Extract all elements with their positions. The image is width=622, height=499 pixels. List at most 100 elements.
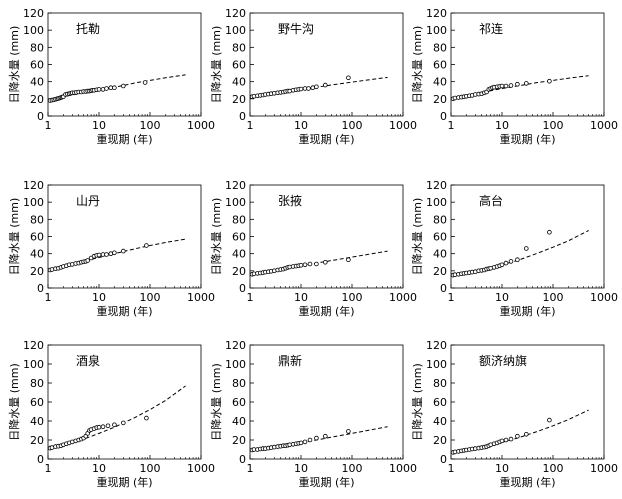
data-point (302, 262, 308, 268)
x-tick-label: 1000 (389, 462, 417, 475)
data-point (104, 252, 109, 257)
data-point (144, 415, 149, 421)
y-tick-label: 0 (239, 110, 246, 123)
y-tick-label: 60 (30, 231, 44, 244)
y-axis-title: 日降水量 (mm) (410, 363, 424, 441)
x-tick-label: 100 (140, 462, 161, 475)
x-tick-label: 1 (45, 119, 52, 132)
y-tick-label: 0 (37, 453, 44, 466)
y-tick-label: 100 (426, 196, 447, 209)
x-axis-title: 重现期 (年) (298, 132, 354, 146)
y-tick-label: 80 (232, 41, 246, 54)
y-tick-label: 100 (225, 24, 246, 37)
y-axis-title: 日降水量 (mm) (7, 26, 21, 104)
y-tick-label: 0 (239, 453, 246, 466)
x-tick-label: 10 (294, 291, 308, 304)
y-tick-label: 20 (433, 434, 447, 447)
data-point (96, 87, 102, 92)
y-tick-label: 100 (23, 358, 44, 371)
panel-title: 鼎新 (278, 353, 302, 368)
data-point (499, 262, 505, 268)
y-tick-label: 120 (225, 7, 246, 20)
y-tick-label: 20 (433, 265, 447, 278)
data-point (314, 435, 319, 441)
x-tick-label: 100 (342, 119, 363, 132)
y-axis-title: 日降水量 (mm) (7, 363, 21, 441)
y-tick-label: 40 (30, 248, 44, 261)
y-tick-label: 40 (30, 76, 44, 89)
y-axis-title: 日降水量 (mm) (410, 26, 424, 104)
data-point (499, 438, 505, 444)
data-point (298, 262, 304, 268)
x-tick-label: 1 (45, 462, 52, 475)
data-point (104, 86, 109, 91)
y-tick-label: 120 (426, 339, 447, 352)
data-point (322, 259, 328, 265)
y-tick-label: 80 (232, 213, 246, 226)
x-tick-label: 1000 (389, 119, 417, 132)
x-tick-label: 10 (92, 119, 106, 132)
y-tick-label: 20 (30, 434, 44, 447)
data-point (121, 420, 126, 426)
y-tick-label: 60 (30, 59, 44, 72)
y-tick-label: 80 (30, 377, 44, 390)
data-point (508, 436, 514, 442)
x-axis-title: 重现期 (年) (96, 304, 152, 318)
x-tick-label: 1 (247, 291, 254, 304)
y-tick-label: 40 (30, 415, 44, 428)
data-point (346, 75, 351, 81)
data-point (515, 433, 520, 439)
data-point (499, 83, 505, 89)
x-tick-label: 10 (92, 462, 106, 475)
data-point (144, 243, 149, 248)
y-tick-label: 0 (440, 282, 447, 295)
data-point (515, 81, 520, 87)
x-tick-label: 10 (294, 119, 308, 132)
x-tick-label: 1000 (187, 119, 215, 132)
y-tick-label: 100 (225, 196, 246, 209)
y-tick-label: 100 (23, 196, 44, 209)
y-tick-label: 40 (433, 248, 447, 261)
data-point (508, 83, 514, 88)
data-point (523, 431, 529, 437)
y-tick-label: 120 (426, 179, 447, 192)
data-point (547, 78, 552, 84)
y-tick-label: 80 (433, 377, 447, 390)
panel-title: 祁连 (479, 21, 503, 36)
y-tick-label: 100 (23, 24, 44, 37)
data-point (306, 86, 311, 91)
y-tick-label: 60 (232, 396, 246, 409)
data-point (298, 86, 304, 92)
y-tick-label: 120 (225, 339, 246, 352)
data-point (503, 83, 509, 89)
x-tick-label: 1 (448, 119, 455, 132)
y-tick-label: 80 (433, 41, 447, 54)
y-axis-title: 日降水量 (mm) (209, 26, 223, 104)
x-axis-title: 重现期 (年) (298, 304, 354, 318)
panel-title: 山丹 (76, 194, 100, 208)
x-tick-label: 100 (140, 291, 161, 304)
y-tick-label: 100 (426, 24, 447, 37)
x-tick-label: 1000 (389, 291, 417, 304)
data-point (307, 261, 313, 267)
data-point (346, 429, 351, 434)
y-tick-label: 40 (433, 76, 447, 89)
x-axis-title: 重现期 (年) (499, 304, 555, 318)
y-tick-label: 20 (232, 93, 246, 106)
y-tick-label: 0 (440, 110, 447, 123)
data-point (112, 85, 117, 90)
x-axis-title: 重现期 (年) (298, 475, 354, 489)
data-point (346, 257, 351, 263)
x-tick-label: 100 (140, 119, 161, 132)
data-point (508, 259, 514, 264)
data-point (112, 422, 117, 428)
y-tick-label: 0 (37, 110, 44, 123)
y-tick-label: 120 (23, 179, 44, 192)
panel-title: 张掖 (278, 194, 302, 208)
